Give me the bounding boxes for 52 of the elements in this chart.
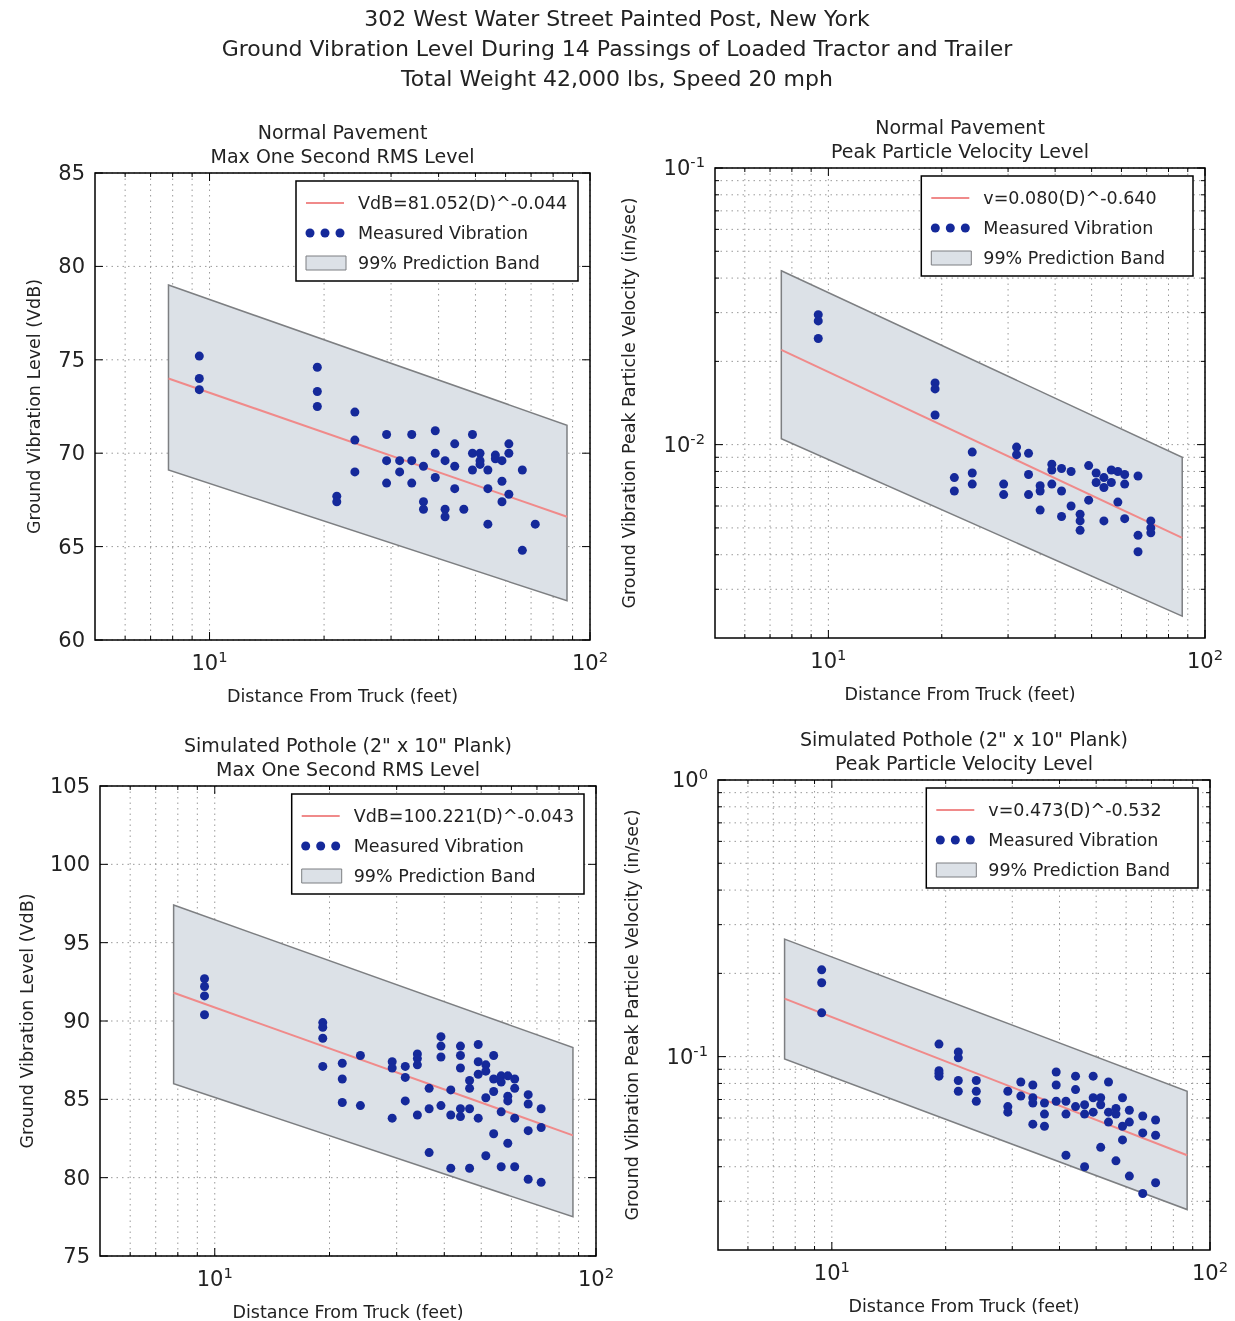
chart-title: Simulated Pothole (2" x 10" Plank) Max One Second RMS Level [184,734,512,780]
y-tick-label: 105 [49,774,90,798]
y-tick-label: 95 [63,930,90,955]
y-tick-label: 75 [63,1244,90,1268]
x-tick-label: 10$^{1}$ [196,1263,233,1291]
y-tick-label: 10$^{-2}$ [663,429,705,457]
text: 302 West Water Street Painted Post, New York [364,6,871,31]
legend-label: Measured Vibration [358,223,529,243]
x-axis-title: Distance From Truck (feet) [848,1296,1080,1316]
legend-label: Measured Vibration [353,836,524,856]
y-tick-label: 90 [63,1009,90,1033]
x-tick-label: 10$^{2}$ [1186,645,1224,673]
legend-label: v=0.473(D)^-0.532 [988,800,1162,820]
annotation: 99% Prediction Band [988,860,1171,880]
y-tick-label: 10$^{-1}$ [666,1041,708,1069]
y-tick-label: 100 [49,852,90,877]
y-tick-label: 60 [58,628,85,652]
y-axis-title: Ground Vibration Peak Particle Velocity (in/sec) [622,809,642,1221]
annotation: 99% Prediction Band [358,253,540,273]
legend-label: Measured Vibration [988,830,1159,850]
y-tick-label: 85 [58,161,85,185]
legend-label: VdB=100.221(D)^-0.043 [353,806,575,826]
y-tick-label: 65 [58,534,85,559]
text: Ground Vibration Level During 14 Passings of Loaded Tractor and Trailer [221,36,1014,61]
x-tick-label: 10$^{1}$ [191,647,228,675]
x-tick-label: 10$^{2}$ [571,647,609,675]
y-axis-title: Ground Vibration Peak Particle Velocity (in/sec) [619,197,639,609]
annotation: 99% Prediction Band [353,866,536,886]
y-axis-title: Ground Vibration Level (VdB) [24,279,44,534]
x-axis-title: Distance From Truck (feet) [844,684,1076,704]
chart-title: Normal Pavement Max One Second RMS Level [210,121,475,167]
x-tick-label: 10$^{2}$ [577,1263,615,1291]
y-axis-title: Ground Vibration Level (VdB) [16,893,37,1149]
chart-title: Simulated Pothole (2" x 10" Plank) Peak Particle Velocity Level [800,728,1128,774]
y-tick-label: 10$^{-1}$ [663,152,705,180]
legend-label: v=0.080(D)^-0.640 [983,188,1157,208]
chart-title: Normal Pavement Peak Particle Velocity Level [830,116,1090,162]
annotation: 99% Prediction Band [983,248,1166,268]
x-axis-title: Distance From Truck (feet) [232,1302,464,1321]
text: Total Weight 42,000 lbs, Speed 20 mph [400,66,833,91]
x-axis-title: Distance From Truck (feet) [227,686,458,706]
y-tick-label: 85 [63,1087,90,1112]
y-tick-label: 10$^{0}$ [671,764,708,792]
x-tick-label: 10$^{1}$ [813,1257,850,1285]
x-tick-label: 10$^{1}$ [810,645,847,673]
y-tick-label: 75 [58,347,85,372]
legend-label: Measured Vibration [983,218,1154,238]
y-tick-label: 70 [58,441,85,466]
y-tick-label: 80 [63,1165,90,1190]
x-tick-label: 10$^{2}$ [1191,1257,1229,1285]
legend-label: VdB=81.052(D)^-0.044 [358,193,568,213]
y-tick-label: 80 [58,254,85,279]
